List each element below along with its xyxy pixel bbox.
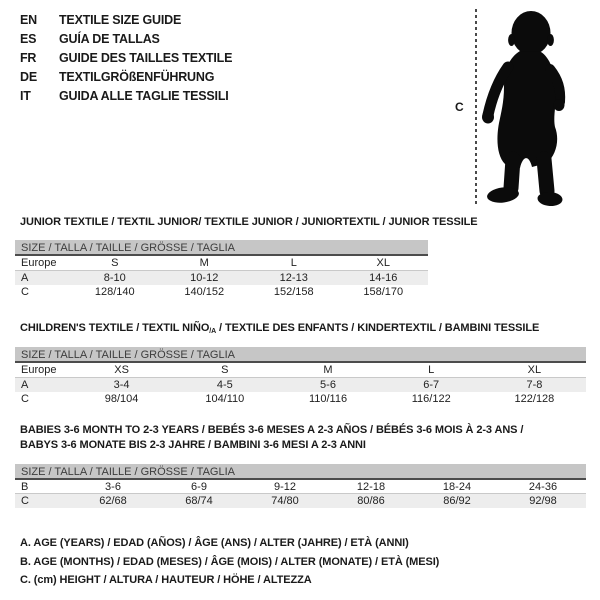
size-value: 3-6: [105, 481, 121, 493]
column-header: Europe: [21, 364, 57, 376]
size-value: 92/98: [529, 495, 557, 507]
table-row: A 8-10 10-12 12-13 14-16: [15, 271, 428, 285]
language-code: FR: [20, 51, 37, 65]
junior-table-title: JUNIOR TEXTILE / TEXTIL JUNIOR/ TEXTILE …: [20, 216, 478, 228]
size-value: 9-12: [273, 481, 297, 493]
footnote-list: A. AGE (YEARS) / EDAD (AÑOS) / ÂGE (ANS)…: [20, 534, 439, 590]
row-label: C: [21, 286, 29, 298]
babies-title-line2: BABYS 3-6 MONATE BIS 2-3 JAHRE / BAMBINI…: [20, 438, 366, 451]
size-value: 12-13: [279, 272, 308, 284]
children-size-table: SIZE / TALLA / TAILLE / GRÖSSE / TAGLIA …: [15, 347, 586, 406]
language-title: GUÍA DE TALLAS: [59, 32, 160, 46]
language-title: TEXTILE SIZE GUIDE: [59, 13, 182, 27]
size-value: 6-7: [423, 379, 440, 391]
size-header-bar: SIZE / TALLA / TAILLE / GRÖSSE / TAGLIA: [15, 240, 428, 256]
language-code: EN: [20, 13, 37, 27]
column-header: Europe: [21, 257, 57, 269]
size-value: XL: [376, 257, 390, 269]
row-label: A: [21, 379, 29, 391]
children-title-part1: CHILDREN'S TEXTILE / TEXTIL NIÑO: [20, 322, 210, 334]
size-value: 152/158: [273, 286, 314, 298]
table-row: Europe XS S M L XL: [15, 363, 586, 378]
language-title-list: EN TEXTILE SIZE GUIDE ES GUÍA DE TALLAS …: [20, 11, 232, 106]
table-rows: B 3-6 6-9 9-12 12-18 18-24 24-36 C 62/68 68/74 74/…: [15, 480, 586, 508]
babies-table-title: BABIES 3-6 MONTH TO 2-3 YEARS / BEBÉS 3-…: [20, 423, 523, 452]
row-label: C: [21, 495, 29, 507]
table-row: A 3-4 4-5 5-6 6-7 7-8: [15, 378, 586, 392]
footnote-b: B. AGE (MONTHS) / EDAD (MESES) / ÂGE (MO…: [20, 555, 440, 568]
language-code: DE: [20, 70, 37, 84]
language-code: ES: [20, 32, 37, 46]
table-row: B 3-6 6-9 9-12 12-18 18-24 24-36: [15, 480, 586, 494]
language-title: GUIDE DES TAILLES TEXTILE: [59, 51, 233, 65]
baby-silhouette-icon: [482, 11, 566, 207]
size-value: 14-16: [369, 272, 398, 284]
size-header-bar: SIZE / TALLA / TAILLE / GRÖSSE / TAGLIA: [15, 464, 586, 480]
size-value: M: [199, 257, 209, 269]
row-label: B: [21, 481, 29, 493]
size-value: 128/140: [94, 286, 135, 298]
language-title: TEXTILGRÖßENFÜHRUNG: [59, 70, 215, 84]
size-value: L: [428, 364, 435, 376]
size-value: 24-36: [528, 481, 558, 493]
size-value: 3-4: [113, 379, 130, 391]
height-measure-label: C: [455, 100, 464, 114]
babies-size-table: SIZE / TALLA / TAILLE / GRÖSSE / TAGLIA …: [15, 464, 586, 508]
size-value: XL: [527, 364, 542, 376]
size-value: 4-5: [216, 379, 233, 391]
table-row: Europe S M L XL: [15, 256, 428, 271]
size-value: L: [290, 257, 297, 269]
row-label: A: [21, 272, 29, 284]
children-title-subscript: /A: [209, 328, 217, 335]
language-code: IT: [20, 89, 31, 103]
junior-size-table: SIZE / TALLA / TAILLE / GRÖSSE / TAGLIA …: [15, 240, 428, 299]
size-value: S: [111, 257, 119, 269]
size-value: 86/92: [443, 495, 471, 507]
row-label: C: [21, 393, 29, 405]
size-value: 62/68: [99, 495, 127, 507]
language-row: EN TEXTILE SIZE GUIDE: [20, 11, 232, 30]
footnote-c: C. (cm) HEIGHT / ALTURA / HAUTEUR / HÖHE…: [20, 574, 312, 586]
size-value: 68/74: [185, 495, 213, 507]
size-value: 104/110: [205, 393, 245, 405]
size-header-bar: SIZE / TALLA / TAILLE / GRÖSSE / TAGLIA: [15, 347, 586, 363]
size-value: 7-8: [526, 379, 543, 391]
size-value: 98/104: [104, 393, 139, 405]
children-title-part2: / TEXTILE DES ENFANTS / KINDERTEXTIL / B…: [216, 322, 540, 334]
size-value: 122/128: [514, 393, 555, 405]
size-value: 110/116: [308, 393, 348, 405]
height-dotted-line: [475, 9, 477, 207]
size-value: 12-18: [356, 481, 386, 493]
table-row: C 128/140 140/152 152/158 158/170: [15, 285, 428, 299]
language-row: IT GUIDA ALLE TAGLIE TESSILI: [20, 87, 232, 106]
language-row: DE TEXTILGRÖßENFÜHRUNG: [20, 68, 232, 87]
size-value: 6-9: [191, 481, 207, 493]
size-value: 116/122: [411, 393, 451, 405]
size-value: 74/80: [271, 495, 299, 507]
size-value: 80/86: [357, 495, 385, 507]
language-row: ES GUÍA DE TALLAS: [20, 30, 232, 49]
language-row: FR GUIDE DES TAILLES TEXTILE: [20, 49, 232, 68]
size-value: 5-6: [320, 379, 336, 391]
size-value: S: [221, 364, 229, 376]
language-title: GUIDA ALLE TAGLIE TESSILI: [59, 89, 229, 103]
footnote-a: A. AGE (YEARS) / EDAD (AÑOS) / ÂGE (ANS)…: [20, 537, 409, 549]
table-rows: Europe XS S M L XL A 3-4 4-5 5-6 6-7 7-8 C 98/104 104/…: [15, 363, 586, 406]
height-measurement-figure: C: [440, 0, 600, 215]
babies-title-line1: BABIES 3-6 MONTH TO 2-3 YEARS / BEBÉS 3-…: [20, 424, 524, 436]
size-value: 18-24: [442, 481, 472, 493]
table-row: C 62/68 68/74 74/80 80/86 86/92 92/98: [15, 494, 586, 508]
size-value: 10-12: [190, 272, 219, 284]
size-value: M: [323, 364, 333, 376]
size-value: 140/152: [184, 286, 225, 298]
table-rows: Europe S M L XL A 8-10 10-12 12-13 14-16 C 128/140 1…: [15, 256, 428, 299]
table-row: C 98/104 104/110 110/116 116/122 122/128: [15, 392, 586, 406]
size-value: 8-10: [103, 272, 126, 284]
size-value: XS: [114, 364, 129, 376]
children-table-title: CHILDREN'S TEXTILE / TEXTIL NIÑO/A / TEX…: [20, 322, 539, 335]
size-value: 158/170: [363, 286, 404, 298]
